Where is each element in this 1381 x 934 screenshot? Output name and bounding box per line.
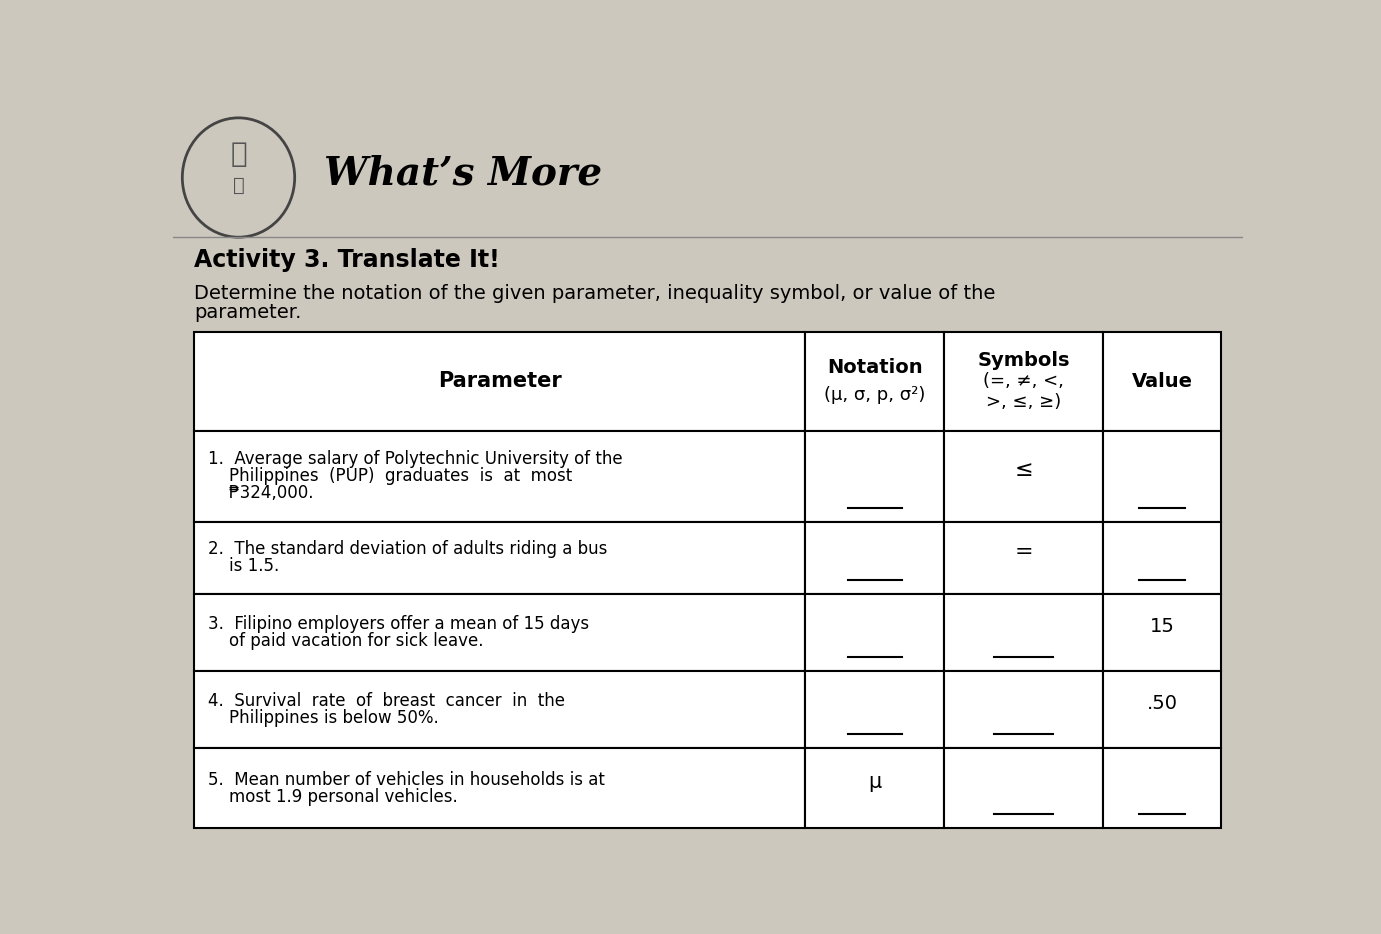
Text: =: =: [1014, 542, 1033, 561]
Text: Philippines is below 50%.: Philippines is below 50%.: [209, 709, 439, 727]
Bar: [805, 671, 945, 748]
Text: 4.  Survival  rate  of  breast  cancer  in  the: 4. Survival rate of breast cancer in the: [209, 692, 565, 710]
Bar: [195, 522, 805, 594]
Bar: [195, 332, 805, 431]
Text: What’s More: What’s More: [323, 155, 602, 192]
Bar: [805, 594, 945, 671]
Text: ✋: ✋: [231, 140, 247, 168]
Text: ⬛: ⬛: [232, 176, 244, 194]
Text: 15: 15: [1150, 616, 1175, 636]
Bar: [805, 748, 945, 828]
Bar: [945, 671, 1103, 748]
Bar: [945, 748, 1103, 828]
Bar: [945, 522, 1103, 594]
Text: (=, ≠, <,: (=, ≠, <,: [983, 372, 1063, 390]
Bar: [195, 594, 805, 671]
Text: Value: Value: [1131, 372, 1193, 390]
Bar: [1103, 594, 1221, 671]
Text: Activity 3. Translate It!: Activity 3. Translate It!: [195, 248, 500, 272]
Text: μ: μ: [869, 772, 881, 792]
Bar: [195, 431, 805, 522]
Text: most 1.9 personal vehicles.: most 1.9 personal vehicles.: [209, 787, 458, 806]
Text: Determine the notation of the given parameter, inequality symbol, or value of th: Determine the notation of the given para…: [195, 284, 996, 303]
Bar: [805, 431, 945, 522]
Text: (μ, σ, p, σ²): (μ, σ, p, σ²): [824, 386, 925, 404]
Bar: [195, 671, 805, 748]
Bar: [945, 431, 1103, 522]
Bar: [1103, 332, 1221, 431]
Text: >, ≤, ≥): >, ≤, ≥): [986, 393, 1061, 411]
Bar: [945, 594, 1103, 671]
Text: Parameter: Parameter: [438, 371, 562, 391]
Text: of paid vacation for sick leave.: of paid vacation for sick leave.: [209, 631, 483, 650]
Text: is 1.5.: is 1.5.: [209, 558, 279, 575]
Bar: [805, 522, 945, 594]
Text: Philippines  (PUP)  graduates  is  at  most: Philippines (PUP) graduates is at most: [209, 467, 573, 486]
Bar: [945, 332, 1103, 431]
Bar: [195, 748, 805, 828]
Text: 1.  Average salary of Polytechnic University of the: 1. Average salary of Polytechnic Univers…: [209, 450, 623, 469]
Text: 2.  The standard deviation of adults riding a bus: 2. The standard deviation of adults ridi…: [209, 540, 608, 559]
Text: .50: .50: [1146, 694, 1178, 713]
Bar: [1103, 748, 1221, 828]
Text: parameter.: parameter.: [195, 303, 301, 322]
Bar: [1103, 522, 1221, 594]
Text: ₱324,000.: ₱324,000.: [209, 485, 313, 502]
Text: ≤: ≤: [1014, 460, 1033, 480]
Text: Symbols: Symbols: [978, 351, 1070, 370]
Bar: [1103, 671, 1221, 748]
Text: Notation: Notation: [827, 358, 923, 376]
Bar: [1103, 431, 1221, 522]
Bar: [805, 332, 945, 431]
Text: 5.  Mean number of vehicles in households is at: 5. Mean number of vehicles in households…: [209, 771, 605, 788]
Text: 3.  Filipino employers offer a mean of 15 days: 3. Filipino employers offer a mean of 15…: [209, 615, 590, 633]
